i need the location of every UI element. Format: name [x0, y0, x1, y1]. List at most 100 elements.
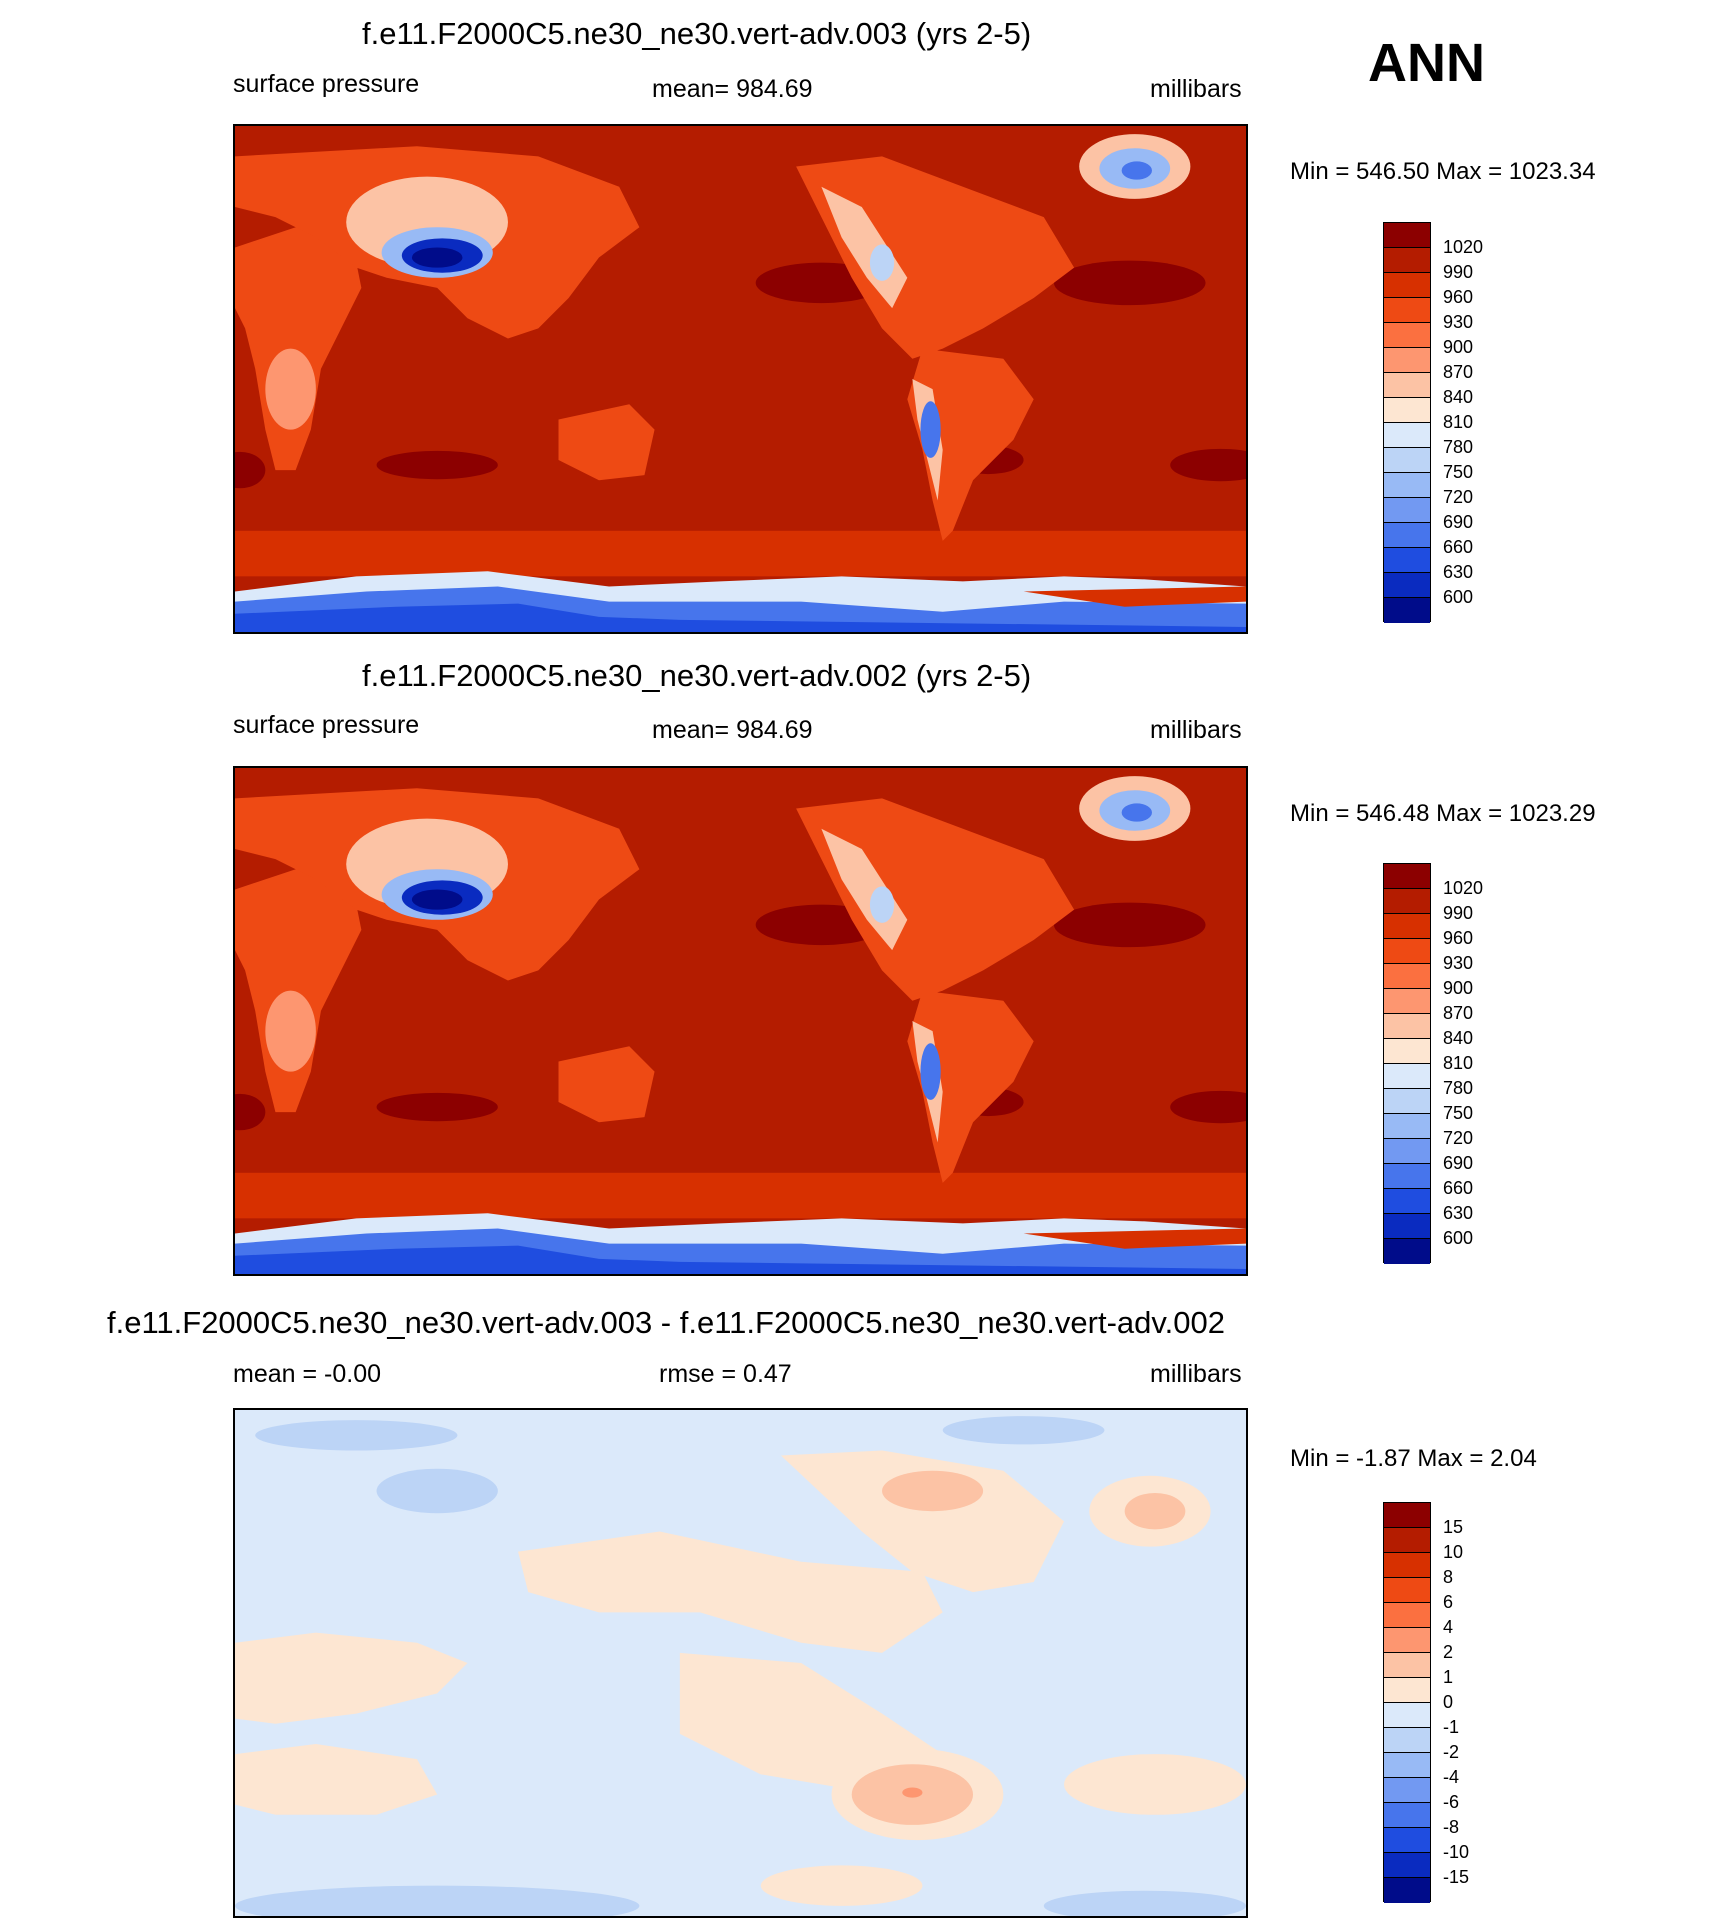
panel-2-colorbar-box: [1384, 1114, 1430, 1139]
panel-1-colorbar-label: 690: [1443, 512, 1474, 532]
panel-1-colorbar-label: 1020: [1443, 237, 1484, 257]
panel-1-colorbar-label: 990: [1443, 262, 1474, 282]
panel-3-colorbar-box: [1384, 1753, 1430, 1778]
panel-2-colorbar-label: 1020: [1443, 878, 1484, 898]
panel-2-colorbar-label: 840: [1443, 1028, 1474, 1048]
south-atlantic-high: [1170, 448, 1246, 482]
panel-1-colorbar-box: [1384, 398, 1430, 423]
panel-3-map: [233, 1408, 1248, 1918]
panel-3-colorbar-label: 0: [1443, 1692, 1454, 1712]
panel-2-title: f.e11.F2000C5.ne30_ne30.vert-adv.002 (yr…: [362, 658, 1032, 693]
southeast-pacific-core: [902, 1787, 923, 1798]
panel-3-colorbar-box: [1384, 1678, 1430, 1703]
panel-3-left-label: mean = -0.00: [233, 1360, 382, 1388]
panel-3-colorbar-label: 8: [1443, 1567, 1454, 1587]
panel-3-colorbar-label: -10: [1443, 1842, 1470, 1862]
panel-3-center-label: rmse = 0.47: [659, 1360, 792, 1388]
panel-1-colorbar-label: 840: [1443, 387, 1474, 407]
panel-1-colorbar-box: [1384, 448, 1430, 473]
panel-2-colorbar-box: [1384, 1239, 1430, 1264]
tibet-peak: [411, 247, 463, 268]
panel-3-title: f.e11.F2000C5.ne30_ne30.vert-adv.003 - f…: [107, 1305, 1225, 1340]
greenland-peak: [1121, 803, 1152, 822]
west-antarctic-shelf: [1023, 1228, 1246, 1249]
panel-1-colorbar-box: [1384, 473, 1430, 498]
africa-highlands: [265, 990, 316, 1072]
north-america-land: [796, 156, 1075, 359]
panel-3-colorbar-box: [1384, 1528, 1430, 1553]
panel-3-colorbar-label: 1: [1443, 1667, 1454, 1687]
southern-ocean-band: [235, 530, 1246, 577]
panel-1-colorbar-box: [1384, 523, 1430, 548]
panel-1-right-label: millibars: [1150, 75, 1242, 103]
panel-2-right-label: millibars: [1150, 716, 1242, 744]
panel-1-colorbar-box: [1384, 548, 1430, 573]
panel-1-minmax: Min = 546.50 Max = 1023.34: [1290, 158, 1596, 185]
panel-3-map-svg: [235, 1410, 1246, 1916]
north-atlantic-peak: [1124, 1492, 1186, 1530]
africa-highlands: [265, 348, 316, 430]
panel-2-colorbar-box: [1384, 1064, 1430, 1089]
panel-1-colorbar-box: [1384, 248, 1430, 273]
panel-2-center-label: mean= 984.69: [652, 716, 813, 744]
africa-land: [235, 869, 362, 1113]
panel-3-colorbar-label: -4: [1443, 1767, 1460, 1787]
panel-3-colorbar-box: [1384, 1853, 1430, 1878]
panel-3-colorbar-label: 6: [1443, 1592, 1454, 1612]
west-antarctic-shelf: [1023, 586, 1246, 607]
panel-2-colorbar-box: [1384, 964, 1430, 989]
north-america-peak: [882, 1470, 984, 1512]
panel-1-colorbar-box: [1384, 598, 1430, 623]
australia-land: [558, 404, 655, 481]
panel-1-left-label: surface pressure: [233, 70, 420, 98]
panel-1-colorbar-box: [1384, 348, 1430, 373]
panel-2-colorbar-box: [1384, 1014, 1430, 1039]
panel-2-minmax: Min = 546.48 Max = 1023.29: [1290, 800, 1596, 827]
panel-3-colorbar-label: -2: [1443, 1742, 1460, 1762]
panel-3-colorbar-box: [1384, 1603, 1430, 1628]
tibet-peak: [411, 889, 463, 910]
antarctica-plateau: [235, 603, 1246, 632]
panel-3-colorbar-label: -1: [1443, 1717, 1460, 1737]
panel-3-colorbar-box: [1384, 1578, 1430, 1603]
panel-2-map: [233, 766, 1248, 1276]
panel-1-map-svg: [235, 126, 1246, 632]
panel-2-colorbar-label: 690: [1443, 1153, 1474, 1173]
panel-2-colorbar-label: 780: [1443, 1078, 1474, 1098]
siberia-negative: [376, 1468, 498, 1514]
season-label: ANN: [1368, 33, 1485, 93]
panel-1-colorbar-box: [1384, 223, 1430, 248]
panel-1-colorbar-box: [1384, 423, 1430, 448]
panel-2-colorbar-box: [1384, 1189, 1430, 1214]
panel-3-colorbar-label: 10: [1443, 1542, 1464, 1562]
panel-3-colorbar-box: [1384, 1878, 1430, 1903]
greenland-peak: [1121, 161, 1152, 180]
southern-ocean-band: [235, 1172, 1246, 1219]
panel-1-colorbar-box: [1384, 573, 1430, 598]
panel-2-map-svg: [235, 768, 1246, 1274]
panel-3-colorbar-box: [1384, 1653, 1430, 1678]
australia-land: [558, 1046, 655, 1123]
panel-2-colorbar-label: 600: [1443, 1228, 1474, 1248]
antarctica-plateau: [235, 1245, 1246, 1274]
panel-3-colorbar-label: 4: [1443, 1617, 1454, 1637]
panel-3-colorbar-box: [1384, 1728, 1430, 1753]
antarctic-negative-east: [1043, 1890, 1246, 1916]
panel-2-colorbar-box: [1384, 1039, 1430, 1064]
panel-1-colorbar-label: 930: [1443, 312, 1474, 332]
panel-2-colorbar-label: 990: [1443, 903, 1474, 923]
south-indian-high: [376, 1092, 498, 1122]
south-america-land: [907, 348, 1034, 541]
north-atlantic-high: [1053, 902, 1206, 948]
antarctic-negative: [235, 1885, 640, 1916]
panel-1-colorbar-label: 720: [1443, 487, 1474, 507]
panel-1-colorbar-box: [1384, 498, 1430, 523]
panel-3-colorbar-label: -6: [1443, 1792, 1460, 1812]
panel-2-colorbar-box: [1384, 1214, 1430, 1239]
panel-2-colorbar-label: 960: [1443, 928, 1474, 948]
north-atlantic-high: [1053, 260, 1206, 306]
panel-3-minmax: Min = -1.87 Max = 2.04: [1290, 1445, 1537, 1472]
panel-1-colorbar-box: [1384, 273, 1430, 298]
south-atlantic-high-west: [235, 451, 266, 489]
panel-2-colorbar-box: [1384, 864, 1430, 889]
